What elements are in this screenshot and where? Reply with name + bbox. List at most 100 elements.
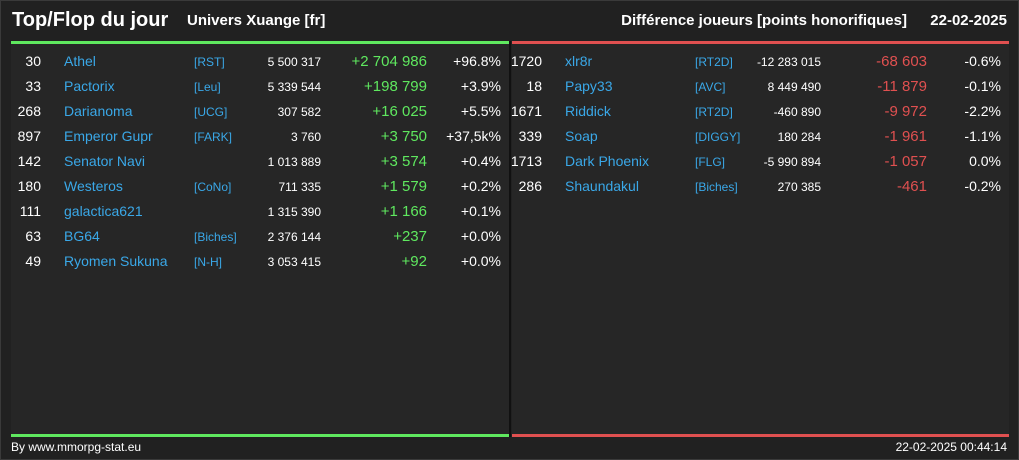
- player-name-link[interactable]: Athel: [64, 53, 96, 69]
- rank-cell: 142: [17, 153, 41, 169]
- alliance-tag-link[interactable]: [RST]: [194, 55, 225, 69]
- diff-cell: +3 574: [380, 153, 427, 170]
- diff-cell: -1 961: [884, 128, 927, 145]
- points-cell: 270 385: [777, 180, 821, 194]
- percent-cell: -2.2%: [964, 103, 1001, 119]
- alliance-tag-link[interactable]: [CoNo]: [194, 180, 232, 194]
- rank-cell: 18: [526, 78, 542, 94]
- diff-cell: +1 579: [380, 178, 427, 195]
- player-name-link[interactable]: BG64: [64, 228, 100, 244]
- page-title: Top/Flop du jour: [12, 9, 169, 31]
- subtitle: Différence joueurs [points honorifiques]: [621, 12, 907, 29]
- alliance-tag-link[interactable]: [AVC]: [695, 80, 726, 94]
- percent-cell: +0.2%: [460, 178, 501, 194]
- flop-panel-bottom-bar: [512, 434, 1009, 437]
- table-row: 142 Senator Navi 1 013 889 +3 574 +0.4%: [11, 148, 509, 173]
- diff-cell: +1 166: [380, 203, 427, 220]
- percent-cell: +3.9%: [460, 78, 501, 94]
- diff-cell: -1 057: [884, 153, 927, 170]
- rank-cell: 30: [25, 53, 41, 69]
- diff-cell: +198 799: [364, 78, 427, 95]
- percent-cell: 0.0%: [969, 153, 1001, 169]
- top-panel-bottom-bar: [11, 434, 509, 437]
- diff-cell: +16 025: [372, 103, 427, 120]
- footer-timestamp: 22-02-2025 00:44:14: [895, 440, 1007, 454]
- points-cell: -5 990 894: [763, 155, 821, 169]
- panel-divider: [509, 41, 511, 437]
- player-name-link[interactable]: Ryomen Sukuna: [64, 253, 168, 269]
- rank-cell: 897: [17, 128, 41, 144]
- points-cell: -460 890: [773, 105, 821, 119]
- rank-cell: 1713: [510, 153, 542, 169]
- alliance-tag-link[interactable]: [RT2D]: [695, 105, 733, 119]
- diff-cell: -11 879: [877, 78, 927, 95]
- rank-cell: 339: [518, 128, 542, 144]
- table-row: 339 Soap [DIGGY] 180 284 -1 961 -1.1%: [512, 123, 1009, 148]
- table-row: 111 galactica621 1 315 390 +1 166 +0.1%: [11, 198, 509, 223]
- alliance-tag-link[interactable]: [N-H]: [194, 255, 222, 269]
- points-cell: -12 283 015: [756, 55, 821, 69]
- points-cell: 711 335: [278, 180, 322, 194]
- table-row: 1671 Riddick [RT2D] -460 890 -9 972 -2.2%: [511, 98, 1009, 123]
- player-name-link[interactable]: Senator Navi: [64, 153, 145, 169]
- table-row: 49 Ryomen Sukuna [N-H] 3 053 415 +92 +0.0%: [11, 248, 509, 273]
- player-name-link[interactable]: Emperor Gupr: [64, 128, 153, 144]
- points-cell: 3 760: [290, 130, 321, 144]
- table-row: 30 Athel [RST] 5 500 317 +2 704 986 +96.8%: [11, 48, 509, 73]
- points-cell: 180 284: [777, 130, 821, 144]
- header-date: 22-02-2025: [930, 12, 1007, 29]
- points-cell: 307 582: [277, 105, 321, 119]
- diff-cell: -9 972: [884, 103, 927, 120]
- top-panel-top-bar: [11, 41, 509, 44]
- diff-cell: +2 704 986: [351, 53, 428, 70]
- rank-cell: 1671: [510, 103, 542, 119]
- alliance-tag-link[interactable]: [DIGGY]: [695, 130, 741, 144]
- universe-label: Univers Xuange [fr]: [187, 12, 326, 29]
- player-name-link[interactable]: Riddick: [565, 103, 611, 119]
- player-name-link[interactable]: Dark Phoenix: [565, 153, 650, 169]
- percent-cell: +37,5k%: [446, 128, 501, 144]
- percent-cell: -1.1%: [964, 128, 1001, 144]
- player-name-link[interactable]: xlr8r: [565, 53, 593, 69]
- top-panel: 30 Athel [RST] 5 500 317 +2 704 986 +96.8% 33 P…: [11, 41, 509, 437]
- alliance-tag-link[interactable]: [Leu]: [194, 80, 221, 94]
- points-cell: 5 500 317: [267, 55, 321, 69]
- rank-cell: 111: [19, 203, 41, 219]
- player-name-link[interactable]: Darianoma: [64, 103, 133, 119]
- alliance-tag-link[interactable]: [FLG]: [695, 155, 726, 169]
- alliance-tag-link[interactable]: [Biches]: [194, 230, 237, 244]
- player-name-link[interactable]: Papy33: [565, 78, 613, 94]
- footer-credit: By www.mmorpg-stat.eu: [11, 440, 142, 454]
- percent-cell: -0.1%: [964, 78, 1001, 94]
- alliance-tag-link[interactable]: [UCG]: [194, 105, 228, 119]
- player-name-link[interactable]: Soap: [565, 128, 598, 144]
- table-row: 33 Pactorix [Leu] 5 339 544 +198 799 +3.9%: [11, 73, 509, 98]
- points-cell: 3 053 415: [267, 255, 321, 269]
- alliance-tag-link[interactable]: [FARK]: [194, 130, 233, 144]
- rank-cell: 33: [25, 78, 41, 94]
- rank-cell: 63: [25, 228, 41, 244]
- table-row: 18 Papy33 [AVC] 8 449 490 -11 879 -0.1%: [512, 73, 1009, 98]
- flop-panel: 1720 xlr8r [RT2D] -12 283 015 -68 603 -0.6% 18…: [511, 41, 1009, 437]
- flop-panel-top-bar: [512, 41, 1009, 44]
- percent-cell: +5.5%: [460, 103, 501, 119]
- percent-cell: +0.0%: [460, 228, 501, 244]
- table-row: 180 Westeros [CoNo] 711 335 +1 579 +0.2%: [11, 173, 509, 198]
- percent-cell: +0.0%: [460, 253, 501, 269]
- diff-cell: +237: [393, 228, 427, 245]
- rank-cell: 286: [518, 178, 542, 194]
- points-cell: 2 376 144: [267, 230, 321, 244]
- diff-cell: +92: [401, 253, 427, 270]
- alliance-tag-link[interactable]: [Biches]: [695, 180, 738, 194]
- table-row: 63 BG64 [Biches] 2 376 144 +237 +0.0%: [11, 223, 509, 248]
- alliance-tag-link[interactable]: [RT2D]: [695, 55, 733, 69]
- diff-cell: +3 750: [380, 128, 427, 145]
- player-name-link[interactable]: galactica621: [64, 203, 143, 219]
- points-cell: 5 339 544: [267, 80, 321, 94]
- percent-cell: +0.1%: [460, 203, 501, 219]
- points-cell: 1 315 390: [267, 205, 321, 219]
- player-name-link[interactable]: Westeros: [64, 178, 123, 194]
- player-name-link[interactable]: Pactorix: [64, 78, 115, 94]
- player-name-link[interactable]: Shaundakul: [565, 178, 639, 194]
- rank-cell: 180: [17, 178, 41, 194]
